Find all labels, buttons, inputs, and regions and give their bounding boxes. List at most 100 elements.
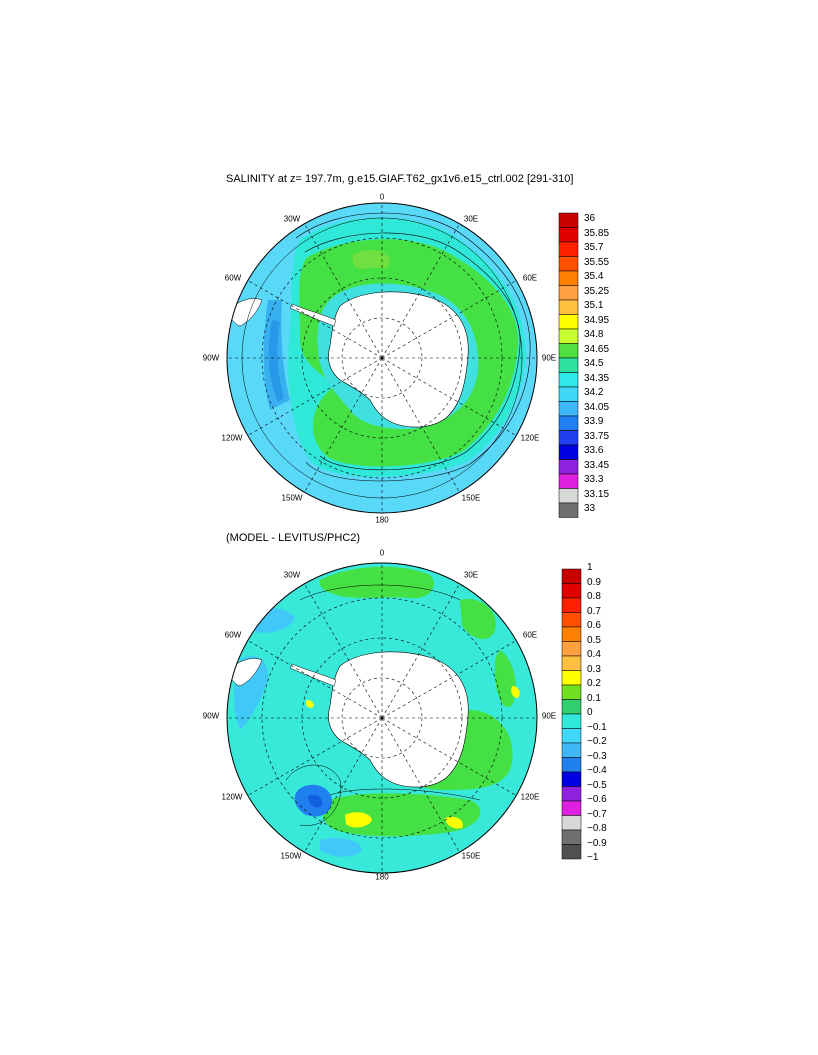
top_panel-colorbar-label-7: 34.95 <box>584 314 610 326</box>
bottom_panel-colorbar-swatch-10 <box>561 713 582 729</box>
top_panel-colorbar-swatch-14 <box>558 415 579 431</box>
bottom_panel-colorbar-swatch-17 <box>561 815 582 831</box>
top-lon-label-180: 180 <box>375 515 389 525</box>
top-graticule <box>227 203 537 513</box>
bottom-graticule <box>227 563 537 873</box>
top_panel-colorbar-label-11: 34.35 <box>584 372 610 384</box>
bottom_panel-colorbar-swatch-6 <box>561 655 582 671</box>
top-lon-label-90e: 90E <box>541 353 557 363</box>
top_panel-colorbar-swatch-5 <box>558 285 579 301</box>
top-lon-label-150e: 150E <box>461 493 481 503</box>
top_panel-colorbar-label-16: 33.6 <box>584 445 604 457</box>
top_panel-colorbar-swatch-12 <box>558 386 579 402</box>
bottom_panel-colorbar-label-8: 0.2 <box>587 678 601 689</box>
bottom_panel-colorbar-swatch-7 <box>561 670 582 686</box>
top_panel-colorbar-label-5: 35.25 <box>584 285 610 297</box>
bottom-map-border <box>226 562 538 874</box>
top-lon-label-150w: 150W <box>281 493 303 503</box>
top_panel-colorbar-swatch-17 <box>558 459 579 475</box>
bottom_panel-colorbar-swatch-14 <box>561 771 582 787</box>
top_panel-colorbar-label-14: 33.9 <box>584 416 604 428</box>
bottom_panel-colorbar-label-5: 0.5 <box>587 634 601 646</box>
bottom-lon-label-120w: 120W <box>221 792 243 802</box>
top_panel-colorbar-swatch-0 <box>558 212 579 228</box>
top-map-fields <box>227 203 537 513</box>
bottom_panel-colorbar-swatch-15 <box>561 786 582 802</box>
top_panel-colorbar-label-12: 34.2 <box>584 387 604 399</box>
bottom_panel-colorbar-swatch-1 <box>561 583 582 599</box>
bottom_panel-colorbar-label-11: −0.1 <box>587 721 607 733</box>
top_panel-colorbar-swatch-20 <box>558 502 579 518</box>
top-lon-label-0: 0 <box>379 192 385 202</box>
top-panel-title: SALINITY at z= 197.7m, g.e15.GIAF.T62_gx… <box>226 173 574 185</box>
bottom_panel-colorbar-label-20: −1 <box>587 852 599 863</box>
top_panel-colorbar-label-0: 36 <box>584 213 596 225</box>
top_panel-colorbar-label-13: 34.05 <box>584 401 610 413</box>
bottom-lon-label-150w: 150W <box>280 851 302 861</box>
bottom_panel-colorbar-label-1: 0.9 <box>587 576 601 588</box>
bottom-lon-label-90e: 90E <box>541 711 557 721</box>
top_panel-colorbar-label-1: 35.85 <box>584 227 610 239</box>
bottom_panel-colorbar-label-12: −0.2 <box>587 736 607 747</box>
top_panel-colorbar-swatch-16 <box>558 444 579 460</box>
top_panel-colorbar-swatch-11 <box>558 372 579 388</box>
top_panel-colorbar-swatch-1 <box>558 227 579 243</box>
bottom_panel-colorbar-swatch-4 <box>561 626 582 642</box>
bottom_panel-colorbar-label-0: 1 <box>587 562 593 573</box>
bottom_panel-colorbar-label-6: 0.4 <box>587 649 601 660</box>
top_panel-colorbar-swatch-13 <box>558 401 579 417</box>
top_panel-colorbar-swatch-10 <box>558 357 579 373</box>
top_panel-colorbar-label-6: 35.1 <box>584 300 604 312</box>
top-lon-label-30e: 30E <box>463 214 479 224</box>
bottom-lon-label-60e: 60E <box>522 630 538 640</box>
bottom_panel-colorbar-label-7: 0.3 <box>587 663 601 675</box>
top_panel-colorbar-swatch-19 <box>558 488 579 504</box>
top_panel-colorbar-label-3: 35.55 <box>584 256 610 268</box>
bottom_panel-colorbar-label-17: −0.7 <box>587 808 607 820</box>
top_panel-colorbar-swatch-15 <box>558 430 579 446</box>
top_panel-colorbar-label-2: 35.7 <box>584 242 604 254</box>
bottom-lon-label-180: 180 <box>375 872 389 882</box>
bottom-lon-label-30w: 30W <box>283 570 301 580</box>
bottom_panel-colorbar-swatch-16 <box>561 800 582 816</box>
top_panel-colorbar-swatch-3 <box>558 256 579 272</box>
top_panel-colorbar-swatch-6 <box>558 299 579 315</box>
top_panel-colorbar-label-17: 33.45 <box>584 459 610 471</box>
bottom_panel-colorbar-label-9: 0.1 <box>587 692 601 704</box>
bottom_panel-colorbar-swatch-2 <box>561 597 582 613</box>
bottom-lon-label-30e: 30E <box>463 570 479 580</box>
top_panel-colorbar-label-4: 35.4 <box>584 271 604 283</box>
top-lon-label-120e: 120E <box>520 433 540 443</box>
bottom_panel-colorbar-label-16: −0.6 <box>587 794 607 805</box>
top-lon-label-60e: 60E <box>522 273 538 283</box>
bottom_panel-colorbar-label-19: −0.9 <box>587 837 607 849</box>
bottom_panel-colorbar-label-15: −0.5 <box>587 779 607 791</box>
bottom_panel-colorbar-label-2: 0.8 <box>587 591 601 602</box>
top_panel-colorbar-label-8: 34.8 <box>584 329 604 341</box>
bottom_panel-colorbar-label-10: 0 <box>587 707 593 718</box>
bottom-lon-label-90w: 90W <box>202 711 220 721</box>
top_panel-colorbar-label-9: 34.65 <box>584 343 610 355</box>
top_panel-colorbar-label-19: 33.15 <box>584 488 610 500</box>
bottom_panel-colorbar-label-3: 0.7 <box>587 605 601 617</box>
bottom-panel-title: (MODEL - LEVITUS/PHC2) <box>226 532 361 544</box>
bottom-positive-patch-north <box>319 566 434 599</box>
top_panel-colorbar-swatch-4 <box>558 270 579 286</box>
top-lon-label-90w: 90W <box>202 353 220 363</box>
bottom_panel-colorbar-label-4: 0.6 <box>587 620 601 631</box>
bottom-lon-label-120e: 120E <box>520 792 540 802</box>
bottom_panel-colorbar-swatch-0 <box>561 568 582 584</box>
top_panel-colorbar-label-20: 33 <box>584 503 596 515</box>
bottom_panel-colorbar-swatch-3 <box>561 612 582 628</box>
bottom_panel-colorbar-swatch-11 <box>561 728 582 744</box>
top-lon-label-30w: 30W <box>283 214 301 224</box>
top-lon-label-120w: 120W <box>221 433 243 443</box>
bottom-lon-label-60w: 60W <box>224 630 242 640</box>
top_panel-colorbar-swatch-18 <box>558 473 579 489</box>
bottom_panel-colorbar-label-14: −0.4 <box>587 765 607 776</box>
top-colorbar <box>558 212 579 518</box>
bottom_panel-colorbar-label-13: −0.3 <box>587 750 607 762</box>
top_panel-colorbar-swatch-9 <box>558 343 579 359</box>
bottom_panel-colorbar-swatch-9 <box>561 699 582 715</box>
